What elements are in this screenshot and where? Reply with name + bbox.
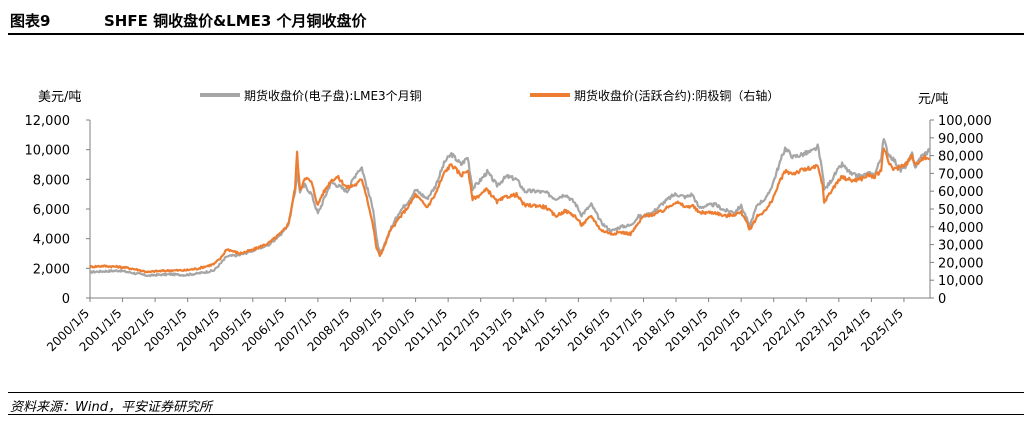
footer-rule-top: [8, 392, 1024, 393]
y-left-tick-label: 0: [62, 292, 70, 307]
legend-label-2: 期货收盘价(活跃合约):阴极铜（右轴）: [574, 88, 779, 103]
y-left-tick-label: 6,000: [33, 203, 70, 218]
y-right-tick-label: 100,000: [938, 114, 992, 129]
figure-title: 图表9 SHFE 铜收盘价&LME3 个月铜收盘价: [10, 7, 1022, 33]
copper-price-chart: 美元/吨 元/吨 0 2,000 4,000 6,000 8,000 10,000 12,00…: [25, 88, 992, 354]
chart-axes: 美元/吨 元/吨: [38, 90, 948, 299]
y-right-tick-label: 90,000: [938, 132, 984, 147]
y-left-tick-label: 4,000: [33, 233, 70, 248]
y-left-tick-label: 8,000: [33, 173, 70, 188]
source-note: 资料来源：Wind，平安证券研究所: [10, 400, 212, 415]
series-line-1: [89, 138, 932, 278]
y-right-tick-label: 40,000: [938, 221, 984, 236]
y-right-tick-label: 60,000: [938, 185, 984, 200]
series-line-2: [89, 147, 931, 274]
y-left-tick-label: 12,000: [25, 114, 71, 129]
y-right-tick-label: 50,000: [938, 203, 984, 218]
y-right-tick-label: 30,000: [938, 239, 984, 254]
y-right-tick-label: 70,000: [938, 167, 984, 182]
y-right-tick-label: 0: [938, 292, 946, 307]
figure-title-text: SHFE 铜收盘价&LME3 个月铜收盘价: [104, 12, 367, 30]
y-left-tick-label: 2,000: [33, 262, 70, 277]
y-right-tick-label: 20,000: [938, 256, 984, 271]
y-right-tick-label: 10,000: [938, 274, 984, 289]
chart-ticks: 0 2,000 4,000 6,000 8,000 10,000 12,000 0 10,000…: [25, 114, 992, 354]
y-right-tick-label: 80,000: [938, 150, 984, 165]
y-left-tick-label: 10,000: [25, 144, 71, 159]
legend-label-1: 期货收盘价(电子盘):LME3个月铜: [244, 88, 422, 103]
y-axis-left-label: 美元/吨: [38, 90, 81, 105]
y-axis-right-label: 元/吨: [918, 92, 948, 107]
top-rule: [8, 33, 1024, 35]
chart-legend: 期货收盘价(电子盘):LME3个月铜 期货收盘价(活跃合约):阴极铜（右轴）: [200, 88, 779, 103]
figure-number: 图表9: [10, 12, 51, 30]
chart-series: [89, 138, 932, 278]
footer-rule-bottom: [8, 414, 1024, 415]
